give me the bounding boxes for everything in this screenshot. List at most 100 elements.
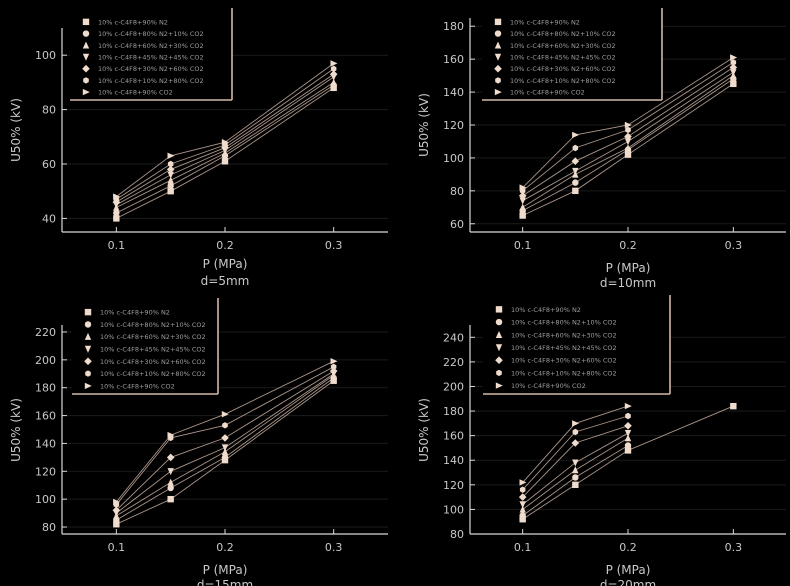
data-point — [572, 466, 579, 474]
data-point — [519, 203, 526, 211]
y-tick-label: 80 — [42, 521, 56, 534]
legend-label: 10% c-C4F8+60% N2+30% CO2 — [511, 331, 617, 339]
legend-marker — [494, 88, 502, 96]
data-point — [572, 474, 579, 481]
data-point — [329, 70, 338, 78]
y-tick-label: 80 — [42, 104, 56, 117]
legend-marker — [84, 332, 92, 340]
legend-marker — [83, 77, 89, 84]
y-tick-label: 160 — [35, 410, 56, 423]
panel-title: d=10mm — [600, 276, 656, 290]
data-point — [167, 171, 174, 179]
data-point — [572, 179, 579, 186]
data-point — [519, 505, 526, 513]
legend-label: 10% c-C4F8+90% CO2 — [100, 382, 175, 390]
data-point — [624, 434, 632, 442]
data-point — [167, 152, 175, 159]
data-point — [572, 144, 579, 152]
legend-marker — [85, 370, 91, 377]
legend-marker — [494, 30, 502, 37]
legend-label: 10% c-C4F8+10% N2+80% CO2 — [98, 77, 204, 85]
data-point — [167, 431, 175, 439]
legend-marker — [84, 382, 92, 390]
y-tick-label: 100 — [443, 503, 464, 516]
legend-marker — [82, 41, 90, 49]
data-point — [221, 448, 229, 455]
chart-panel-1: 40 60 80 100 0.1 0.2 0.3 U50% (kV) P (MPa) d=5mm 1… — [9, 8, 388, 288]
y-tick-label: 120 — [443, 119, 464, 132]
legend-label: 10% c-C4F8+60% N2+30% CO2 — [100, 333, 206, 341]
legend-marker — [495, 77, 501, 84]
data-point — [519, 516, 526, 523]
series-3 — [519, 434, 632, 513]
legend-label: 10% c-C4F8+45% N2+45% CO2 — [511, 344, 617, 352]
y-axis-label: U50% (kV) — [9, 98, 23, 162]
data-point — [167, 468, 174, 476]
legend-marker — [84, 308, 92, 316]
y-tick-label: 140 — [443, 86, 464, 99]
legend-label: 10% c-C4F8+30% N2+60% CO2 — [511, 357, 617, 365]
data-point — [113, 215, 120, 222]
series-6 — [113, 363, 337, 508]
chart-panel-2: 60 80 100 120 140 160 180 0.1 0.2 0.3 U50% (kV) P (… — [417, 8, 786, 290]
chart-panel-3: 80 100 120 140 160 180 200 220 0.1 0.2 0.3 U50% (kV… — [9, 298, 388, 586]
x-axis-label: P (MPa) — [203, 563, 248, 577]
legend-marker — [82, 18, 90, 26]
data-point — [572, 131, 580, 139]
x-axis-label: P (MPa) — [606, 563, 651, 577]
data-point — [624, 422, 632, 430]
y-tick-label: 120 — [35, 465, 56, 478]
x-axis-label: P (MPa) — [203, 257, 248, 271]
data-point — [113, 193, 121, 200]
y-tick-label: 160 — [443, 53, 464, 66]
data-point — [167, 176, 174, 184]
legend-label: 10% c-C4F8+30% N2+60% CO2 — [510, 65, 616, 73]
x-tick-label: 0.1 — [108, 541, 126, 554]
legend-box — [483, 295, 670, 394]
data-point — [221, 158, 229, 165]
data-point — [166, 453, 175, 462]
legend-label: 10% c-C4F8+90% CO2 — [510, 89, 585, 97]
data-point — [624, 144, 632, 152]
series-7 — [519, 402, 632, 486]
y-tick-label: 100 — [35, 49, 56, 62]
series-line — [116, 68, 334, 200]
chart-panel-4: 80 100 120 140 160 180 200 220 240 0.1 0.2 0.3 U50% … — [417, 295, 786, 586]
data-point — [167, 182, 174, 189]
legend-label: 10% c-C4F8+90% N2 — [100, 309, 170, 317]
y-tick-label: 80 — [450, 528, 464, 541]
x-tick-label: 0.1 — [514, 239, 532, 252]
series-2 — [519, 442, 632, 519]
legend-marker — [82, 30, 90, 37]
series-7 — [113, 60, 338, 200]
data-point — [167, 495, 174, 503]
data-point — [113, 521, 120, 528]
legend-label: 10% c-C4F8+30% N2+60% CO2 — [98, 65, 204, 73]
legend-marker — [82, 88, 90, 96]
data-point — [167, 160, 174, 168]
x-tick-label: 0.2 — [216, 541, 234, 554]
x-tick-label: 0.3 — [325, 541, 343, 554]
panel-title: d=15mm — [197, 578, 253, 586]
y-tick-label: 100 — [35, 493, 56, 506]
legend-marker — [84, 321, 92, 328]
data-point — [518, 493, 527, 501]
data-point — [730, 402, 737, 410]
data-point — [519, 501, 526, 509]
legend-marker — [494, 41, 502, 49]
data-point — [166, 165, 175, 174]
data-point — [330, 60, 338, 67]
legend: 10% c-C4F8+90% N2 10% c-C4F8+80% N2+10% C… — [482, 8, 663, 101]
series-line — [115, 360, 334, 503]
panel-title: d=20mm — [600, 578, 656, 586]
series-line — [116, 63, 334, 197]
y-axis-label: U50% (kV) — [417, 398, 431, 462]
series-line — [116, 380, 334, 525]
data-point — [113, 209, 120, 217]
legend: 10% c-C4F8+90% N2 10% c-C4F8+80% N2+10% C… — [70, 8, 233, 101]
x-tick-label: 0.1 — [108, 239, 126, 252]
y-tick-label: 60 — [42, 158, 56, 171]
y-tick-label: 220 — [35, 326, 56, 339]
legend-label: 10% c-C4F8+90% N2 — [511, 306, 581, 314]
legend-label: 10% c-C4F8+45% N2+45% CO2 — [510, 54, 616, 62]
